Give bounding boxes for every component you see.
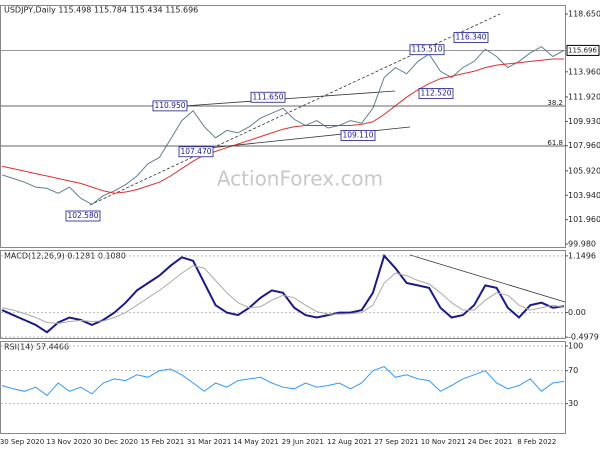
x-tick-label: 30 Sep 2020 [0, 438, 44, 446]
rsi-title: RSI(14) 57.4466 [4, 343, 69, 352]
price-annotation-box [65, 210, 101, 222]
y-tick-label: -0.4979 [568, 333, 599, 342]
price-annotation: 110.950 [154, 101, 185, 110]
price-annotation-box [178, 146, 214, 158]
y-tick-label: 1.1496 [568, 251, 596, 260]
x-tick-label: 8 Feb 2022 [517, 438, 556, 446]
price-annotation-box [418, 88, 454, 99]
x-tick-label: 29 Jun 2021 [282, 438, 324, 446]
y-tick-label: 118.650 [568, 10, 600, 19]
y-tick-label: 109.930 [568, 117, 600, 126]
price-annotation-box [340, 130, 376, 141]
x-tick-label: 31 Mar 2021 [187, 438, 231, 446]
x-tick-label: 24 Dec 2021 [468, 438, 513, 446]
x-tick-label: 13 Nov 2020 [46, 438, 91, 446]
x-tick-label: 12 Aug 2021 [327, 438, 372, 446]
price-annotation: 107.470 [180, 147, 211, 156]
y-tick-label: 107.960 [568, 141, 600, 150]
y-tick-label: 105.920 [568, 166, 600, 175]
series-line [1, 366, 565, 397]
macd-trend-line [409, 254, 566, 303]
price-annotation-box [152, 100, 188, 112]
y-tick-label: 111.920 [568, 92, 600, 101]
x-tick-label: 27 Sep 2021 [374, 438, 418, 446]
series-line [1, 265, 565, 324]
price-annotation-box [453, 32, 489, 43]
price-annotation: 116.340 [455, 32, 486, 41]
watermark: ActionForex.com [217, 167, 383, 191]
y-tick-label: 99.980 [568, 240, 596, 249]
y-tick-label: 103.940 [568, 191, 600, 200]
price-annotation: 115.510 [411, 45, 442, 54]
last-price-box [566, 44, 600, 56]
series-line [1, 58, 564, 194]
price-annotation: 102.580 [67, 211, 98, 220]
x-tick-label: 10 Nov 2021 [421, 438, 466, 446]
y-tick-label: 101.960 [568, 215, 600, 224]
last-price-label: 115.696 [568, 46, 597, 54]
y-tick-label: 100 [568, 341, 583, 350]
x-tick-label: 30 Dec 2020 [93, 438, 138, 446]
fib-label: 38.2 [547, 99, 563, 107]
price-annotation: 109.110 [342, 131, 373, 140]
macd-title: MACD(12,26,9) 0.1281 0.1080 [4, 252, 126, 261]
price-annotation: 111.650 [252, 92, 283, 101]
series-line [1, 46, 565, 205]
price-title: USDJPY,Daily 115.498 115.784 115.434 115… [4, 6, 198, 15]
series-line [1, 253, 565, 334]
price-annotation: 112.520 [420, 89, 451, 98]
price-panel [0, 5, 566, 248]
x-tick-label: 14 May 2021 [233, 438, 279, 446]
y-tick-label: 30 [568, 399, 578, 408]
fib-label: 61.8 [547, 139, 563, 147]
y-tick-label: 0.00 [568, 308, 586, 317]
price-annotation-box [250, 91, 286, 103]
y-tick-label: 113.960 [568, 67, 600, 76]
price-annotation-box [409, 44, 445, 56]
y-tick-label: 70 [568, 366, 578, 375]
x-tick-label: 15 Feb 2021 [141, 438, 185, 446]
